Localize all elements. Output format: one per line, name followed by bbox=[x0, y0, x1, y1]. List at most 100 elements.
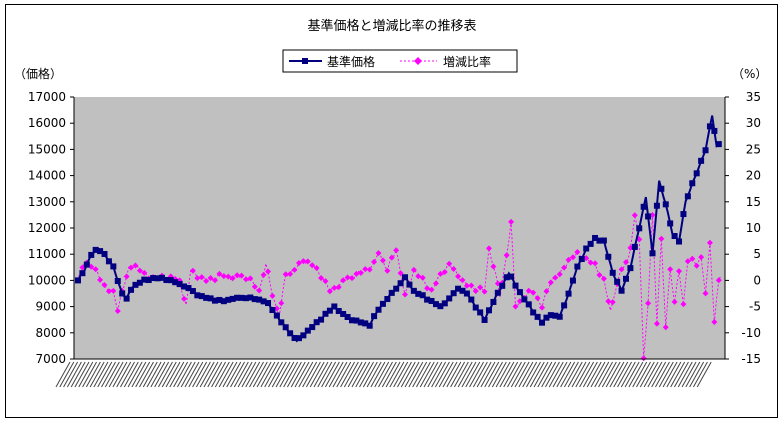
x-tick-label bbox=[150, 361, 166, 388]
y-left-tick-label: 8000 bbox=[35, 326, 66, 340]
ratio-point bbox=[371, 258, 378, 265]
ratio-point bbox=[229, 275, 236, 282]
price-point bbox=[216, 296, 223, 303]
x-tick-label bbox=[385, 361, 401, 388]
x-tick-label bbox=[78, 361, 94, 388]
price-point bbox=[455, 285, 462, 292]
ratio-point bbox=[287, 270, 294, 277]
price-point bbox=[596, 237, 603, 244]
x-tick-label bbox=[563, 361, 579, 388]
legend-ratio-marker bbox=[414, 57, 422, 65]
x-tick-label bbox=[351, 361, 367, 388]
price-point bbox=[158, 274, 165, 281]
x-tick-label bbox=[526, 361, 541, 388]
x-tick-label bbox=[142, 361, 158, 388]
x-tick-label bbox=[374, 361, 390, 388]
ratio-point bbox=[689, 255, 696, 262]
ratio-point bbox=[468, 282, 475, 289]
x-tick-label bbox=[408, 361, 424, 388]
ratio-point bbox=[300, 258, 307, 265]
price-point bbox=[300, 332, 307, 339]
x-tick-label bbox=[685, 361, 701, 388]
ratio-point bbox=[547, 279, 554, 286]
x-tick-label bbox=[658, 361, 674, 388]
price-point bbox=[282, 324, 289, 331]
x-tick-label bbox=[605, 361, 621, 388]
ratio-point bbox=[569, 254, 576, 261]
ratio-point bbox=[92, 266, 99, 273]
price-point bbox=[371, 313, 378, 320]
ratio-point bbox=[335, 284, 342, 291]
ratio-point bbox=[605, 298, 612, 305]
x-tick-label bbox=[503, 361, 519, 388]
price-point bbox=[136, 279, 143, 286]
price-point bbox=[512, 282, 519, 289]
x-tick-label bbox=[169, 361, 185, 388]
price-point bbox=[614, 278, 621, 285]
x-tick-label bbox=[188, 361, 204, 388]
x-tick-label bbox=[567, 361, 583, 388]
ratio-point bbox=[706, 239, 713, 246]
price-point bbox=[75, 277, 81, 284]
ratio-point bbox=[375, 250, 382, 257]
ratio-point bbox=[631, 212, 638, 219]
price-point bbox=[119, 290, 126, 297]
x-tick-label bbox=[442, 361, 458, 388]
price-point bbox=[446, 295, 453, 302]
ratio-point bbox=[671, 298, 678, 305]
x-tick-label bbox=[55, 361, 71, 388]
price-point bbox=[702, 147, 709, 154]
ratio-point bbox=[680, 301, 687, 308]
x-tick-label bbox=[594, 361, 610, 388]
price-point bbox=[291, 335, 298, 342]
price-point bbox=[167, 277, 174, 284]
ratio-point bbox=[211, 277, 218, 284]
ratio-point bbox=[189, 267, 196, 274]
price-point bbox=[375, 306, 382, 313]
x-tick-label bbox=[260, 361, 276, 388]
price-point bbox=[556, 313, 563, 320]
y-right-tick-label: -5 bbox=[749, 300, 761, 314]
price-point bbox=[110, 263, 117, 270]
price-point bbox=[658, 185, 665, 192]
x-tick-label bbox=[499, 361, 515, 388]
x-tick-label bbox=[305, 361, 321, 388]
ratio-point bbox=[662, 324, 669, 331]
ratio-point bbox=[194, 275, 201, 282]
x-tick-label bbox=[438, 361, 454, 388]
ratio-point bbox=[565, 256, 572, 263]
price-point bbox=[547, 312, 554, 319]
ratio-point bbox=[653, 320, 660, 327]
x-tick-label bbox=[465, 361, 481, 388]
price-point bbox=[393, 285, 400, 292]
price-point bbox=[220, 298, 227, 305]
price-point bbox=[128, 286, 135, 293]
ratio-point bbox=[326, 288, 333, 295]
ratio-point bbox=[552, 274, 559, 281]
ratio-point bbox=[481, 288, 488, 295]
price-point bbox=[318, 316, 325, 323]
x-tick-label bbox=[617, 361, 632, 388]
y-left-ticks: 7000 8000 9000 10000 11000 12000 13000 14000 150… bbox=[28, 90, 74, 366]
price-point bbox=[698, 157, 705, 164]
price-point bbox=[269, 307, 276, 314]
ratio-point bbox=[362, 266, 369, 273]
x-tick-label bbox=[275, 361, 291, 388]
price-point bbox=[379, 300, 386, 307]
x-tick-label bbox=[161, 361, 177, 388]
x-tick-label bbox=[507, 361, 522, 388]
x-tick-label bbox=[173, 361, 189, 388]
x-tick-label bbox=[294, 361, 310, 388]
price-point bbox=[256, 296, 263, 303]
price-point bbox=[569, 277, 576, 284]
x-tick-label bbox=[400, 361, 416, 388]
price-point bbox=[662, 201, 669, 208]
ratio-point bbox=[242, 276, 249, 283]
price-point bbox=[472, 304, 479, 311]
x-tick-label bbox=[412, 361, 428, 388]
ratio-point bbox=[561, 264, 568, 271]
x-tick-label bbox=[237, 361, 253, 388]
y-right-tick-label: -10 bbox=[741, 326, 761, 340]
x-tick-label bbox=[313, 361, 329, 388]
ratio-point bbox=[428, 286, 435, 293]
